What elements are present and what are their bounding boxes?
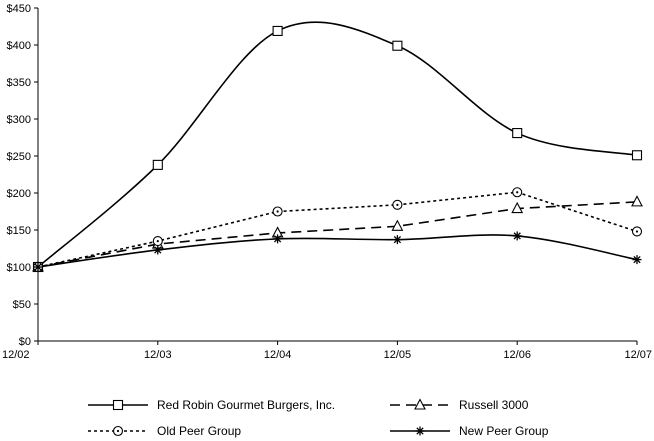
data-point-marker bbox=[631, 195, 643, 207]
legend-marker bbox=[112, 425, 124, 437]
series-line-1 bbox=[37, 201, 638, 268]
x-tick-labels: 12/02 12/03 12/04 12/05 12/06 12/07 bbox=[2, 349, 652, 361]
data-point-marker bbox=[152, 236, 163, 247]
data-point-marker bbox=[631, 150, 643, 161]
series-markers bbox=[32, 25, 643, 273]
legend-marker bbox=[414, 398, 426, 410]
data-point-marker bbox=[273, 234, 283, 244]
y-tick-label: $200 bbox=[7, 188, 31, 200]
data-point-marker bbox=[631, 226, 643, 237]
y-tick-label: $400 bbox=[7, 40, 31, 52]
data-point-marker bbox=[512, 128, 523, 139]
data-point-marker bbox=[392, 199, 403, 210]
legend-label: Old Peer Group bbox=[157, 424, 241, 438]
series-lines bbox=[37, 21, 638, 268]
series-line-0 bbox=[37, 21, 638, 268]
legend-label: Red Robin Gourmet Burgers, Inc. bbox=[157, 398, 335, 412]
series-line-3 bbox=[37, 234, 638, 268]
x-tick-label: 12/02 bbox=[2, 349, 30, 361]
legend-marker bbox=[112, 399, 124, 411]
data-point-marker bbox=[512, 231, 522, 241]
data-point-marker bbox=[153, 245, 163, 255]
data-point-marker bbox=[33, 262, 43, 272]
legend-item: Old Peer Group bbox=[88, 424, 241, 438]
y-tick-label: $350 bbox=[7, 77, 31, 89]
x-tick-label: 12/07 bbox=[624, 349, 652, 361]
legend-item: Russell 3000 bbox=[390, 398, 529, 412]
legend-item: Red Robin Gourmet Burgers, Inc. bbox=[88, 398, 335, 412]
data-point-marker bbox=[512, 187, 523, 198]
data-point-marker bbox=[392, 235, 402, 245]
legend: Red Robin Gourmet Burgers, Inc. Russell 3… bbox=[88, 398, 549, 438]
data-point-marker bbox=[391, 219, 404, 231]
chart-axes bbox=[34, 7, 638, 345]
data-point-marker bbox=[392, 40, 403, 51]
legend-label: Russell 3000 bbox=[459, 398, 529, 412]
x-tick-label: 12/05 bbox=[384, 349, 412, 361]
legend-marker bbox=[415, 426, 425, 436]
data-point-marker bbox=[632, 255, 642, 265]
y-tick-labels: $0 $50 $100 $150 $200 $250 $300 $350 $400 $450 bbox=[7, 3, 31, 348]
legend-label: New Peer Group bbox=[459, 424, 549, 438]
y-tick-label: $300 bbox=[7, 114, 31, 126]
series-line-2 bbox=[37, 191, 638, 268]
data-point-marker bbox=[272, 25, 283, 36]
y-tick-label: $150 bbox=[7, 225, 31, 237]
x-tick-label: 12/06 bbox=[503, 349, 531, 361]
y-tick-label: $0 bbox=[19, 336, 31, 348]
y-tick-label: $50 bbox=[13, 299, 31, 311]
x-tick-label: 12/03 bbox=[144, 349, 172, 361]
data-point-marker bbox=[152, 159, 163, 170]
x-tick-label: 12/04 bbox=[264, 349, 292, 361]
y-tick-label: $100 bbox=[7, 262, 31, 274]
data-point-marker bbox=[272, 206, 283, 217]
data-point-marker bbox=[511, 201, 524, 214]
y-tick-label: $450 bbox=[7, 3, 31, 15]
legend-item: New Peer Group bbox=[390, 424, 549, 438]
y-tick-label: $250 bbox=[7, 151, 31, 163]
